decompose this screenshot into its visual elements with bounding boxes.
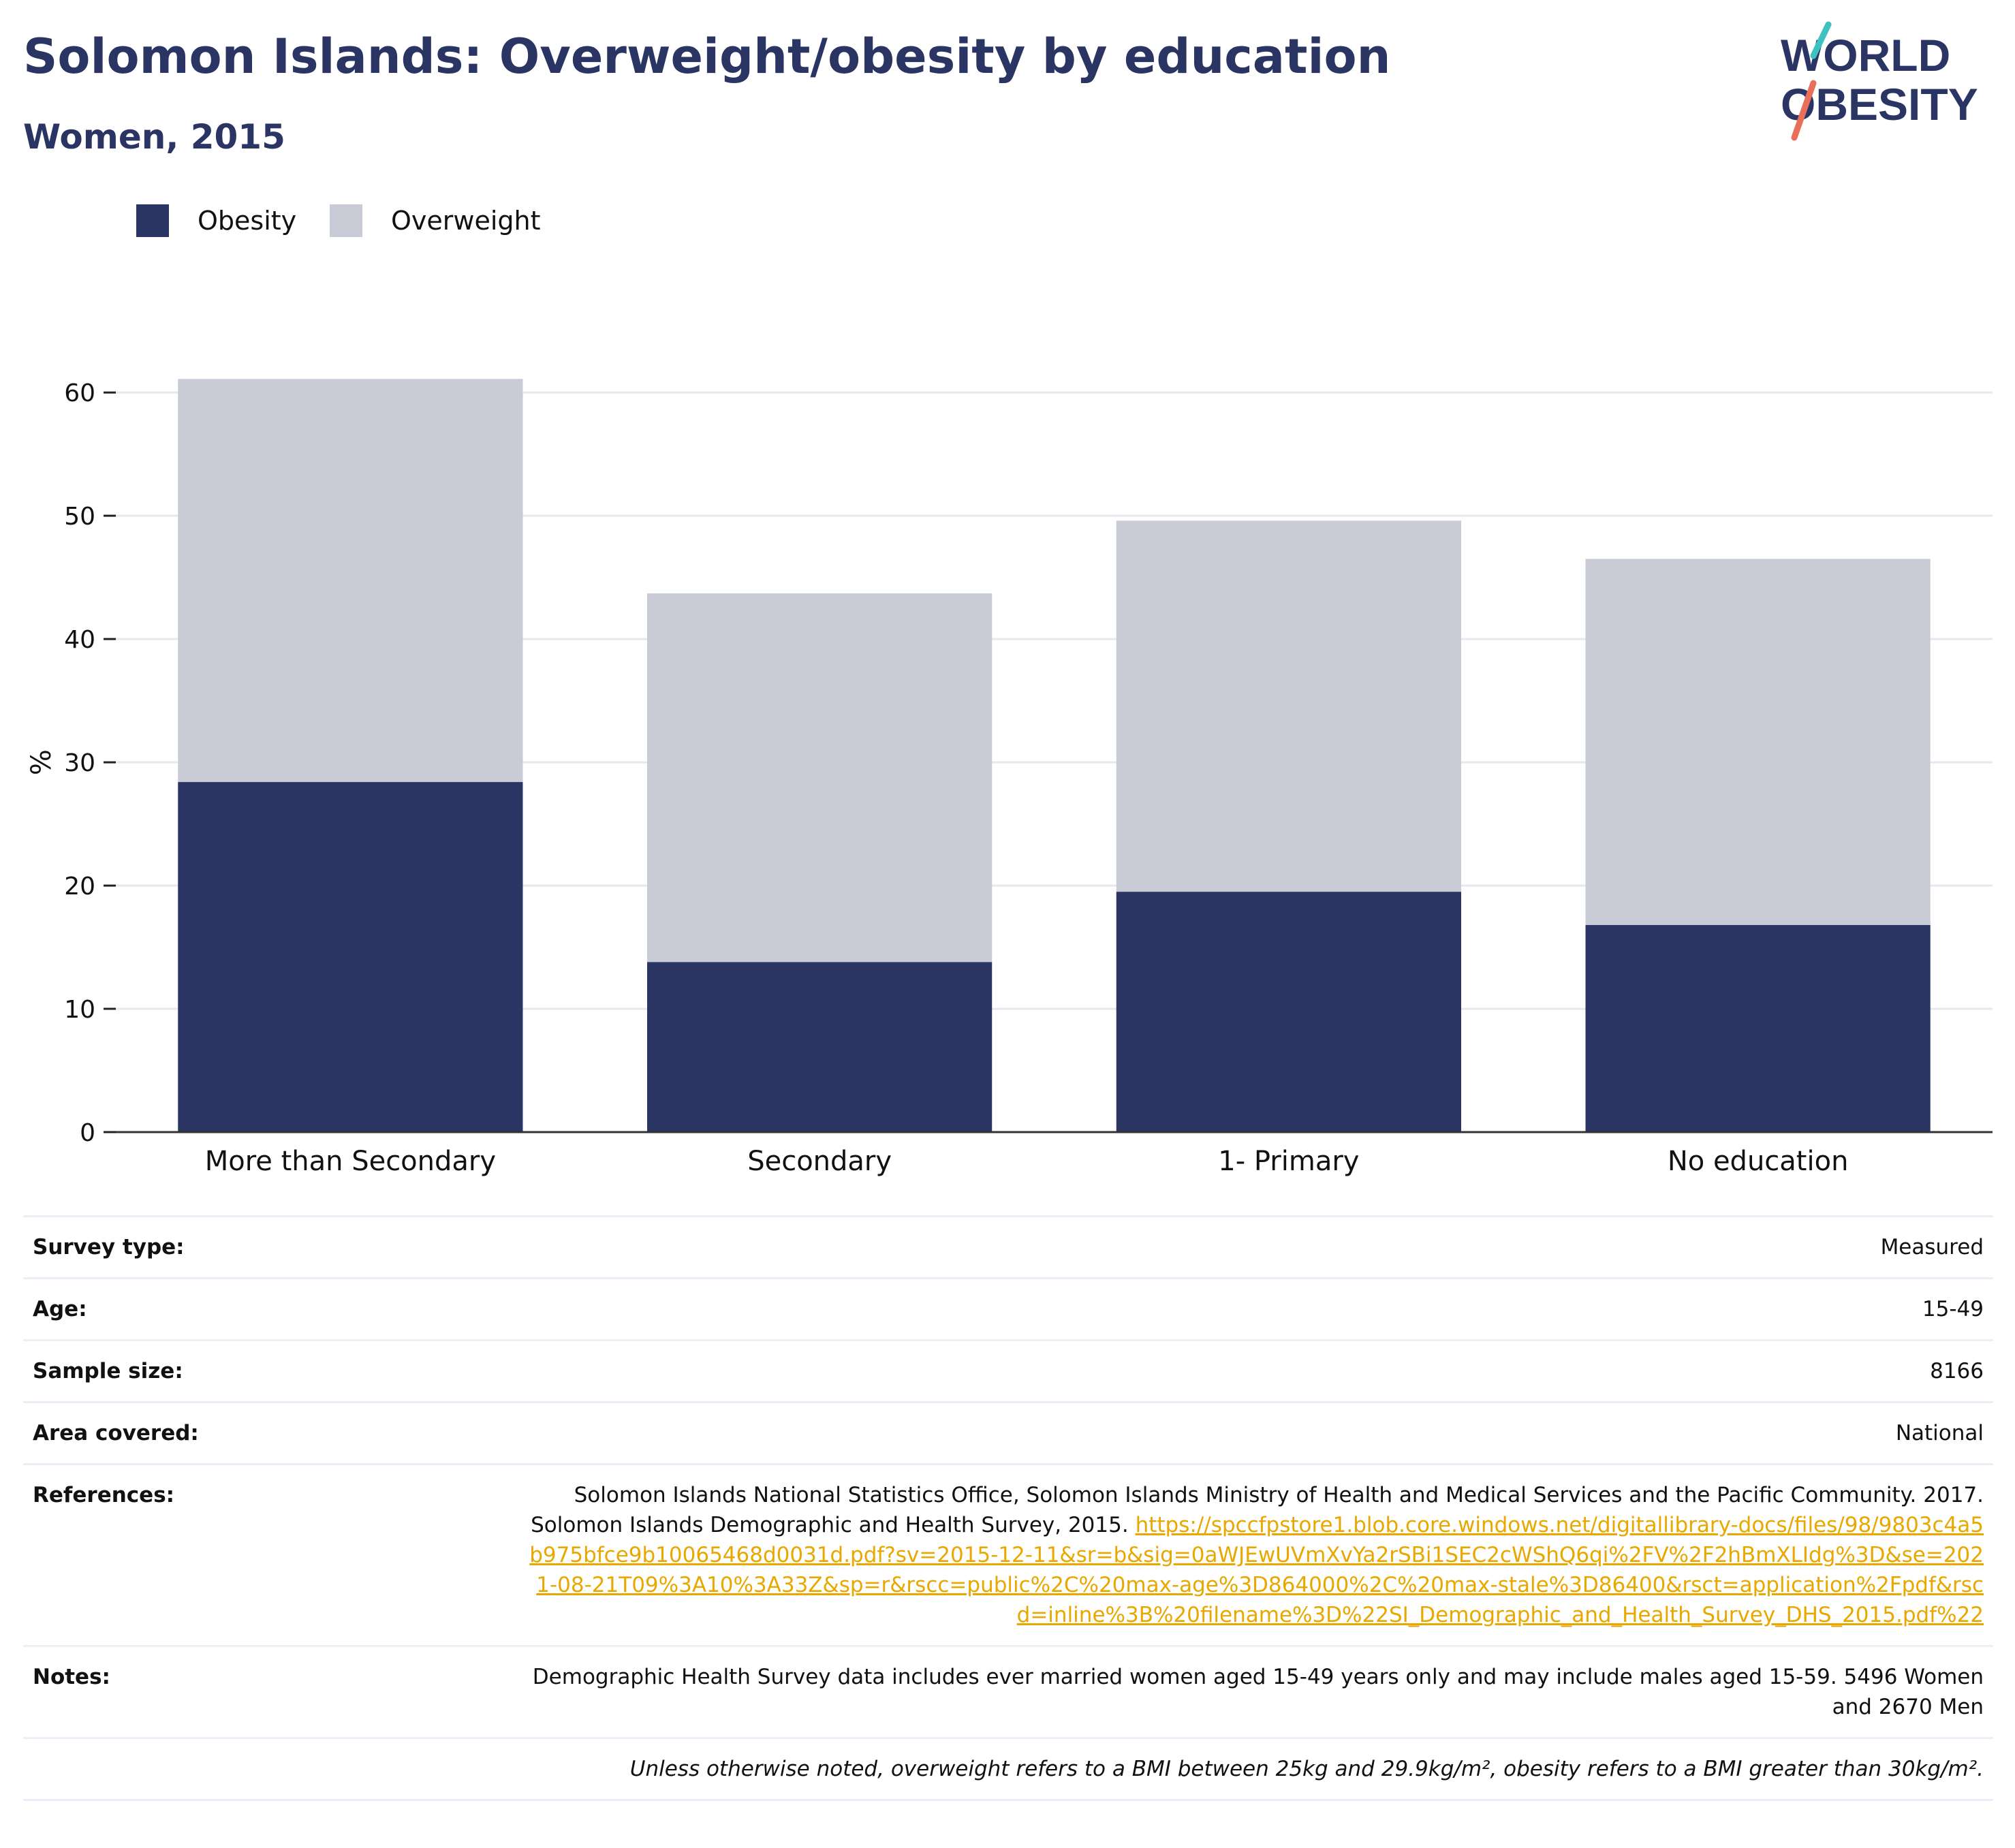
survey-info-table: Survey type: Measured Age: 15-49 Sample … (23, 1215, 1993, 1801)
y-tick-label-50: 50 (64, 503, 95, 531)
world-obesity-logo: WORLD OBESITY (1781, 21, 1978, 141)
references-text: Solomon Islands National Statistics Offi… (531, 1483, 1984, 1537)
y-tick-label-10: 10 (64, 996, 95, 1024)
x-tick-label-0: More than Secondary (205, 1146, 496, 1177)
sample-size-label: Sample size: (23, 1339, 519, 1403)
references-link[interactable]: https://spccfpstore1.blob.core.windows.n… (529, 1513, 1984, 1627)
survey-type-label: Survey type: (23, 1215, 519, 1279)
info-row-sample-size: Sample size: 8166 (23, 1339, 1993, 1403)
notes-value: Demographic Health Survey data includes … (519, 1645, 1993, 1738)
y-tick-label-30: 30 (64, 749, 95, 777)
x-tick-label-3: No education (1668, 1146, 1849, 1177)
area-value: National (519, 1401, 1993, 1465)
legend-swatch-obesity (136, 204, 169, 237)
references-value: Solomon Islands National Statistics Offi… (519, 1463, 1993, 1646)
logo-teal-slash (1810, 21, 1832, 59)
info-row-footnote: Unless otherwise noted, overweight refer… (23, 1737, 1993, 1801)
bar-overweight-1 (647, 593, 993, 962)
info-row-notes: Notes: Demographic Health Survey data in… (23, 1645, 1993, 1738)
sample-size-value: 8166 (519, 1339, 1993, 1403)
y-tick-label-0: 0 (80, 1119, 95, 1147)
y-tick-label-20: 20 (64, 873, 95, 900)
chart-subtitle: Women, 2015 (23, 117, 285, 157)
age-value: 15-49 (519, 1277, 1993, 1341)
bar-obesity-1 (647, 962, 993, 1132)
info-row-age: Age: 15-49 (23, 1277, 1993, 1341)
x-tick-label-2: 1- Primary (1218, 1146, 1359, 1177)
references-label: References: (23, 1463, 519, 1646)
bar-obesity-2 (1116, 892, 1461, 1132)
bar-overweight-0 (178, 379, 523, 783)
y-tick-label-60: 60 (64, 379, 95, 407)
bar-overweight-2 (1116, 520, 1461, 892)
bar-chart: 0 10 20 30 40 50 60% More than Secondary Seconda… (26, 379, 1993, 1177)
logo-coral-slash (1791, 80, 1817, 141)
bmi-footnote: Unless otherwise noted, overweight refer… (23, 1737, 1993, 1801)
legend-label-obesity: Obesity (198, 206, 297, 236)
age-label: Age: (23, 1277, 519, 1341)
bar-obesity-0 (178, 782, 523, 1132)
bar-overweight-3 (1585, 559, 1931, 925)
legend-swatch-overweight (330, 204, 362, 237)
logo-word-world: WORLD (1781, 30, 1950, 80)
info-row-survey-type: Survey type: Measured (23, 1215, 1993, 1279)
chart-title: Solomon Islands: Overweight/obesity by e… (23, 29, 1391, 84)
info-row-references: References: Solomon Islands National Sta… (23, 1463, 1993, 1646)
notes-label: Notes: (23, 1645, 519, 1738)
info-row-area: Area covered: National (23, 1401, 1993, 1465)
y-tick-label-40: 40 (64, 626, 95, 654)
x-tick-label-1: Secondary (747, 1146, 892, 1177)
survey-type-value: Measured (519, 1215, 1993, 1279)
legend-label-overweight: Overweight (391, 206, 541, 236)
area-label: Area covered: (23, 1401, 519, 1465)
bar-obesity-3 (1585, 924, 1931, 1132)
y-axis-title: % (26, 749, 57, 775)
